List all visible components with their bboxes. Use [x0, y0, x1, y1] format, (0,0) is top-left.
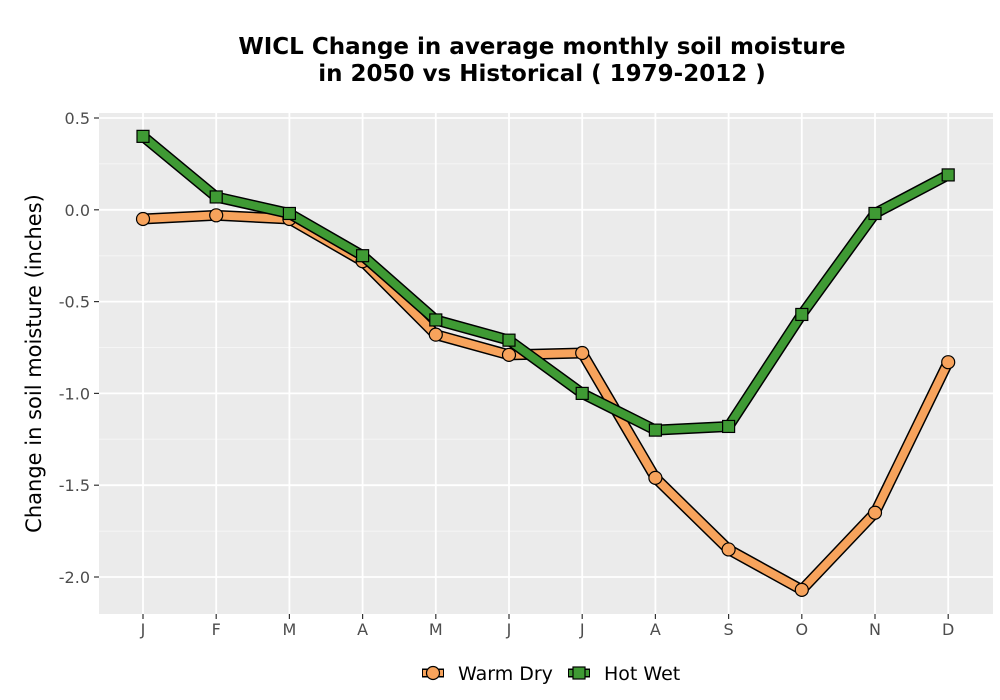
x-tick-label: O: [796, 620, 809, 639]
legend-item: Warm Dry: [422, 663, 553, 685]
x-tick-label: M: [429, 620, 443, 639]
data-point-square: [282, 206, 296, 221]
x-tick-label: J: [579, 620, 585, 639]
data-point-square: [429, 313, 443, 327]
data-point-square: [721, 419, 736, 434]
data-point-circle: [575, 345, 590, 361]
legend-key-circle: [425, 665, 441, 681]
legend-item: Hot Wet: [568, 663, 680, 685]
data-point-square: [356, 249, 370, 263]
y-tick-label: 0.5: [65, 109, 90, 128]
major-gridlines: [99, 113, 993, 614]
x-tick-label: F: [212, 620, 221, 639]
legend-key-square: [572, 666, 586, 680]
y-tick-label: -2.0: [59, 568, 90, 587]
data-point-square: [575, 386, 589, 400]
data-point-circle: [794, 582, 809, 597]
chart-title-line-1: WICL Change in average monthly soil mois…: [238, 34, 845, 60]
legend-label: Hot Wet: [604, 663, 680, 685]
series-warm-dry: [135, 208, 956, 597]
y-axis-title: Change in soil moisture (inches): [22, 194, 46, 533]
data-point-circle: [721, 542, 736, 557]
y-tick-label: -1.0: [59, 384, 90, 403]
x-tick-label: D: [942, 620, 954, 639]
y-tick-label: -1.5: [59, 476, 90, 495]
series-line: [139, 211, 953, 594]
series-layer: [135, 129, 956, 597]
data-point-square: [868, 206, 882, 221]
x-tick-label: S: [724, 620, 734, 639]
x-tick-label: N: [869, 620, 881, 639]
x-tick-label: A: [357, 620, 368, 639]
data-point-circle: [135, 211, 151, 227]
series-hot-wet: [136, 129, 955, 437]
data-point-circle: [209, 208, 224, 223]
data-point-circle: [428, 327, 443, 342]
series-line: [139, 132, 953, 435]
x-tick-label: M: [282, 620, 296, 639]
data-point-square: [941, 168, 955, 182]
x-tick-label: J: [506, 620, 512, 639]
legend: Warm Dry Hot Wet: [422, 663, 680, 685]
y-axis: 0.5 0.0 -0.5 -1.0 -1.5 -2.0: [59, 109, 99, 587]
data-point-square: [502, 333, 516, 347]
x-tick-label: J: [140, 620, 146, 639]
minor-gridlines: [99, 163, 993, 532]
data-point-square: [795, 307, 809, 322]
chart-title-line-2: in 2050 vs Historical ( 1979-2012 ): [318, 61, 765, 87]
data-point-circle: [501, 347, 517, 362]
legend-label: Warm Dry: [458, 663, 553, 685]
x-tick-label: A: [650, 620, 661, 639]
data-point-square: [136, 129, 150, 143]
y-tick-label: 0.0: [65, 201, 90, 220]
data-point-circle: [648, 470, 663, 485]
data-point-square: [648, 423, 663, 437]
data-point-circle: [941, 355, 956, 370]
y-tick-label: -0.5: [59, 293, 90, 312]
data-point-square: [209, 190, 223, 204]
data-point-circle: [867, 505, 883, 520]
